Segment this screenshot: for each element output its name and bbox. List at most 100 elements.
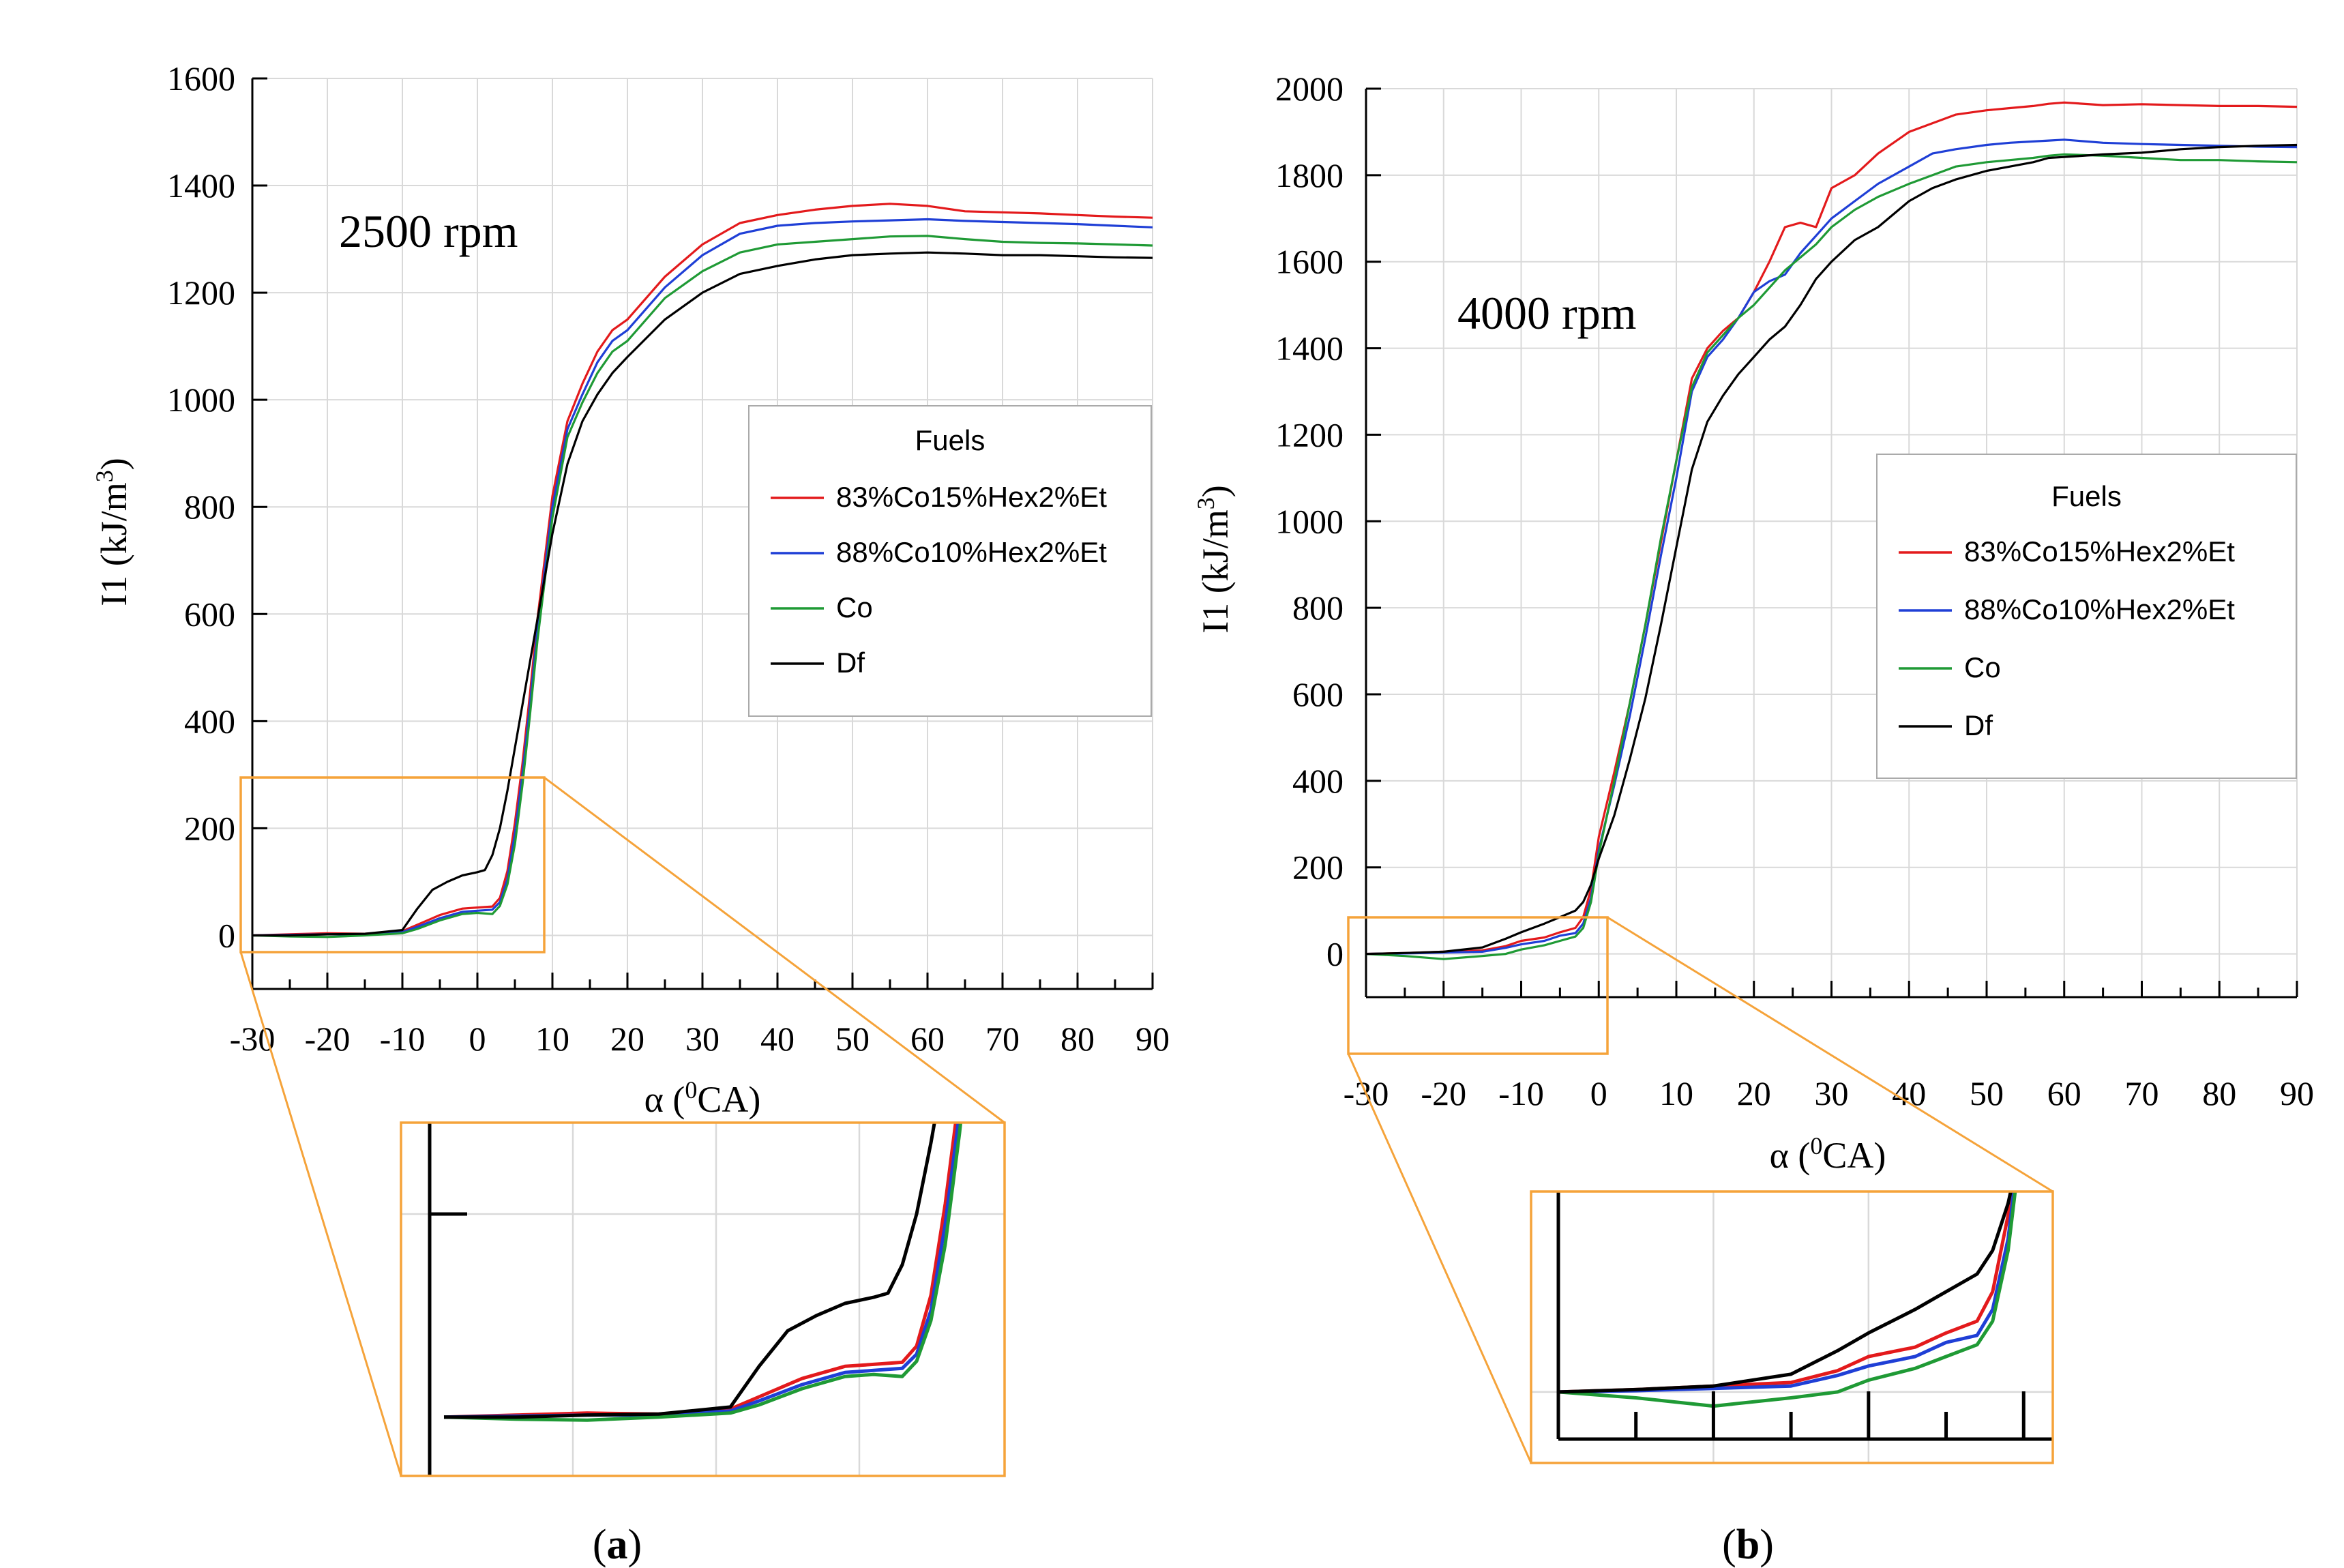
rpm-annotation: 4000 rpm (1457, 287, 1637, 339)
y-tick-label: 1400 (1275, 329, 1344, 368)
panel-label-letter: a (607, 1522, 628, 1568)
legend-label-1: 88%Co10%Hex2%Et (1964, 593, 2235, 625)
y-axis-title-superscript: 3 (1192, 497, 1219, 509)
series-line-1 (1365, 138, 2298, 956)
x-tick-label: 40 (1892, 1074, 1926, 1112)
panel-label-letter: b (1736, 1522, 1760, 1568)
x-axis-title-rest: CA) (1822, 1135, 1886, 1176)
inset-series-line-0 (443, 1123, 958, 1419)
x-tick-label: 0 (1590, 1074, 1607, 1112)
y-tick-label: 1000 (167, 381, 235, 419)
inset-series-line-1 (443, 1123, 960, 1419)
panel-label-close: ) (1760, 1522, 1774, 1568)
y-tick-label: 1200 (167, 273, 235, 312)
y-axis-title-superscript: 3 (91, 470, 118, 482)
x-tick-label: 70 (985, 1020, 1020, 1058)
inset-series-line-0 (1558, 1192, 2013, 1394)
inset-plot (401, 1123, 1005, 1476)
y-tick-label: 0 (1326, 935, 1344, 973)
x-tick-label: 10 (1659, 1074, 1693, 1112)
x-tick-label: 90 (2280, 1074, 2314, 1112)
x-tick-label: 50 (1970, 1074, 2004, 1112)
x-tick-label: 30 (685, 1020, 719, 1058)
x-axis-title-superscript: 0 (1810, 1132, 1822, 1159)
legend-label-0: 83%Co15%Hex2%Et (1964, 535, 2235, 567)
y-tick-label: 800 (1292, 589, 1344, 627)
inset-series-line-3 (1558, 1192, 2013, 1394)
x-tick-label: 20 (610, 1020, 644, 1058)
y-tick-label: 1400 (167, 166, 235, 205)
legend-title: Fuels (2051, 480, 2122, 512)
zoom-connector-0 (1347, 1053, 1532, 1464)
x-tick-label: 70 (2125, 1074, 2159, 1112)
x-tick-label: 40 (760, 1020, 795, 1058)
zoom-connector-1 (1607, 916, 2053, 1193)
x-tick-label: 20 (1737, 1074, 1771, 1112)
x-tick-label: 60 (2047, 1074, 2081, 1112)
series-line-2 (1365, 153, 2298, 960)
x-tick-label: 90 (1136, 1020, 1170, 1058)
inset (1530, 1190, 2054, 1464)
y-axis-title: I1 (kJ/m3) (1192, 485, 1236, 633)
inset-series-line-2 (1558, 1192, 2017, 1408)
y-axis-title-main: I1 (kJ/m (93, 482, 134, 606)
series-line-1 (252, 218, 1153, 937)
y-axis-title-end: ) (93, 458, 134, 470)
x-tick-label: 10 (535, 1020, 569, 1058)
y-tick-label: 1600 (1275, 243, 1344, 281)
zoom-connector-0 (239, 951, 402, 1477)
y-tick-label: 0 (218, 916, 235, 954)
y-tick-label: 600 (184, 595, 235, 633)
x-axis-title-main: α ( (1770, 1135, 1811, 1176)
legend: Fuels 83%Co15%Hex2%Et 88%Co10%Hex2%Et Co Df (1876, 454, 2297, 779)
x-tick-label: 80 (1060, 1020, 1095, 1058)
grid (252, 78, 1153, 989)
legend-label-3: Df (1964, 709, 1993, 741)
y-tick-label: 1800 (1275, 156, 1344, 194)
x-tick-label: 50 (835, 1020, 870, 1058)
y-tick-label: 200 (1292, 848, 1344, 887)
legend-label-3: Df (836, 647, 865, 679)
chart-panel-b: 0200400600800100012001400160018002000-30… (1192, 70, 2314, 1568)
x-axis-title: α (0CA) (644, 1076, 761, 1120)
rpm-annotation: 2500 rpm (339, 205, 518, 257)
x-tick-label: 60 (910, 1020, 945, 1058)
zoom-region-box (239, 776, 546, 953)
legend-label-1: 88%Co10%Hex2%Et (836, 536, 1107, 568)
legend-title: Fuels (915, 424, 985, 456)
series-line-3 (252, 251, 1153, 937)
panel-label: (a) (593, 1522, 642, 1568)
x-axis-title-superscript: 0 (685, 1076, 697, 1104)
legend-box (1876, 454, 2297, 779)
y-axis-title-end: ) (1195, 485, 1236, 497)
inset-series-line-2 (443, 1123, 963, 1422)
inset-series-line-1 (1558, 1192, 2016, 1394)
x-tick-label: 80 (2202, 1074, 2236, 1112)
panel-label: (b) (1722, 1522, 1774, 1568)
x-axis-title: α (0CA) (1770, 1132, 1886, 1176)
zoom-region-box (1347, 916, 1609, 1055)
x-tick-label: -20 (1421, 1074, 1466, 1112)
series-line-0 (252, 203, 1153, 937)
x-axis-title-rest: CA) (697, 1079, 760, 1120)
y-tick-label: 1600 (167, 59, 235, 98)
x-tick-label: 30 (1815, 1074, 1849, 1112)
y-tick-label: 1000 (1275, 502, 1344, 540)
x-tick-label: -10 (1498, 1074, 1544, 1112)
inset-border (1530, 1190, 2054, 1464)
x-tick-label: 0 (469, 1020, 486, 1058)
y-tick-label: 2000 (1275, 70, 1344, 108)
panel-label-open: ( (1722, 1522, 1736, 1568)
legend-label-0: 83%Co15%Hex2%Et (836, 481, 1107, 513)
axes: 0200400600800100012001400160018002000-30… (1275, 70, 2314, 1112)
y-tick-label: 200 (184, 809, 235, 847)
y-tick-label: 400 (184, 702, 235, 740)
inset-border (400, 1121, 1006, 1477)
x-tick-label: -10 (380, 1020, 426, 1058)
x-axis-title-main: α ( (644, 1079, 685, 1120)
y-axis-title: I1 (kJ/m3) (91, 458, 134, 606)
y-axis-title-main: I1 (kJ/m (1195, 509, 1236, 634)
